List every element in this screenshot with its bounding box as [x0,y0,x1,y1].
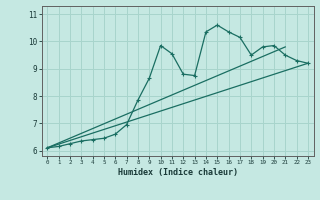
X-axis label: Humidex (Indice chaleur): Humidex (Indice chaleur) [118,168,237,177]
